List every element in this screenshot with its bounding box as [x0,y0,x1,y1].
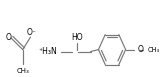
Text: CH₃: CH₃ [148,47,160,53]
Text: ⁺H₃N: ⁺H₃N [39,47,57,56]
Text: O: O [5,33,11,42]
Text: HO: HO [71,33,83,42]
Text: O: O [137,45,143,54]
Text: O⁻: O⁻ [27,28,36,37]
Text: CH₃: CH₃ [16,68,29,74]
